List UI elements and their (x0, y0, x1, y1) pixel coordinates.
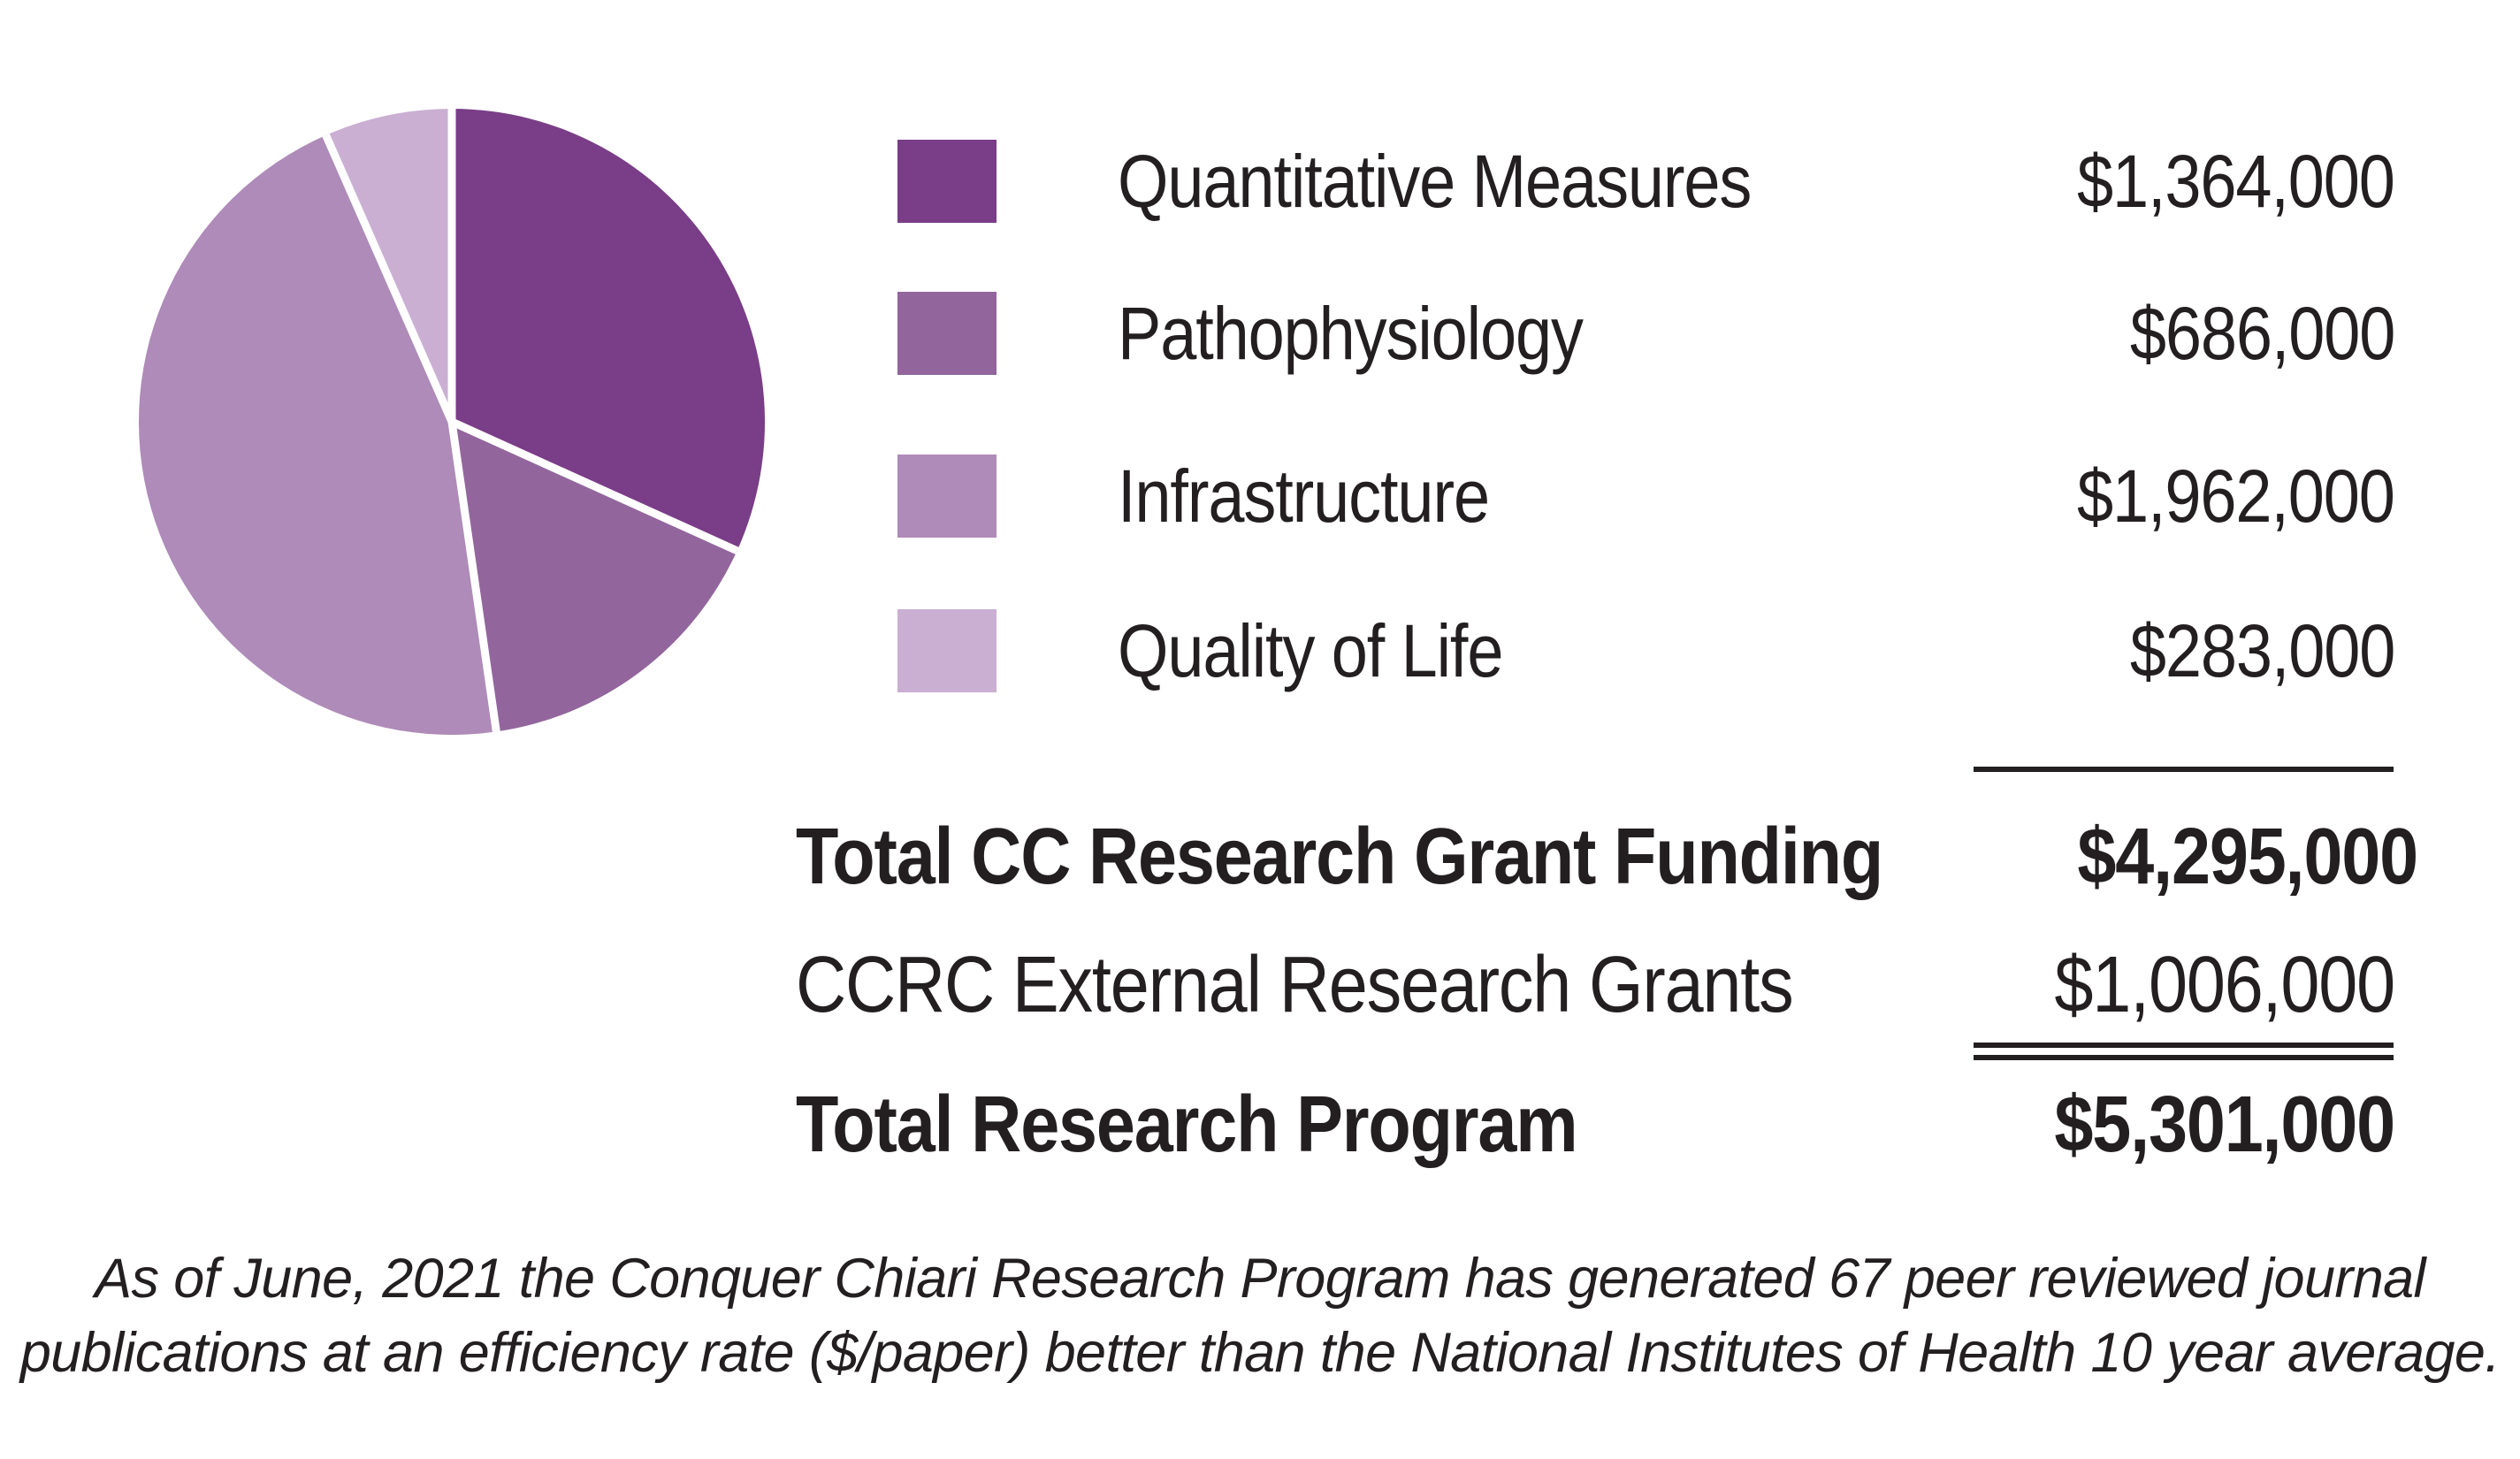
pie-chart (139, 109, 766, 736)
pie-slice-separator (447, 421, 500, 733)
pie-slice-separator (450, 417, 739, 554)
legend-swatch (897, 292, 997, 375)
legend-swatch (897, 140, 997, 223)
footnote-line-1: As of June, 2021 the Conquer Chiari Rese… (95, 1248, 2425, 1310)
pie-slice-infrastructure (139, 134, 497, 736)
summary-amount: $4,295,000 (2077, 812, 2418, 901)
grand-total-separator-line (1974, 1043, 2394, 1060)
summary-amount: $1,006,000 (2054, 940, 2395, 1029)
legend-label: Infrastructure (1118, 454, 1490, 538)
footnote-line-2: publications at an efficiency rate ($/pa… (19, 1322, 2501, 1384)
legend-label: Pathophysiology (1118, 291, 1584, 375)
pie-slice-separator (322, 134, 456, 424)
pie-slice-pathophysiology (452, 422, 737, 732)
legend-row: Infrastructure $1,962,000 (897, 454, 2395, 538)
legend-swatch (897, 455, 997, 538)
summary-row-ccrc-external-grants: CCRC External Research Grants $1,006,000 (796, 940, 2395, 1029)
legend-amount: $1,962,000 (2077, 454, 2395, 538)
summary-row-total-cc-grant-funding: Total CC Research Grant Funding $4,295,0… (796, 812, 2418, 901)
total-separator-line (1974, 767, 2394, 772)
legend-amount: $686,000 (2129, 291, 2396, 375)
summary-row-total-research-program: Total Research Program $5,301,000 (796, 1080, 2395, 1169)
legend-label: Quantitative Measures (1118, 139, 1752, 223)
legend-row: Pathophysiology $686,000 (897, 291, 2396, 375)
summary-label: Total CC Research Grant Funding (796, 812, 1883, 901)
legend-swatch (897, 609, 997, 692)
legend-amount: $283,000 (2129, 608, 2396, 692)
legend-amount: $1,364,000 (2077, 139, 2395, 223)
summary-label: Total Research Program (796, 1080, 1578, 1169)
pie-slice-quantitative-measures (452, 109, 766, 551)
legend-row: Quality of Life $283,000 (897, 608, 2396, 692)
footnote: As of June, 2021 the Conquer Chiari Rese… (0, 1241, 2520, 1390)
summary-label: CCRC External Research Grants (796, 940, 1794, 1029)
legend-row: Quantitative Measures $1,364,000 (897, 139, 2395, 223)
summary-amount: $5,301,000 (2054, 1080, 2395, 1169)
legend-label: Quality of Life (1118, 608, 1503, 692)
